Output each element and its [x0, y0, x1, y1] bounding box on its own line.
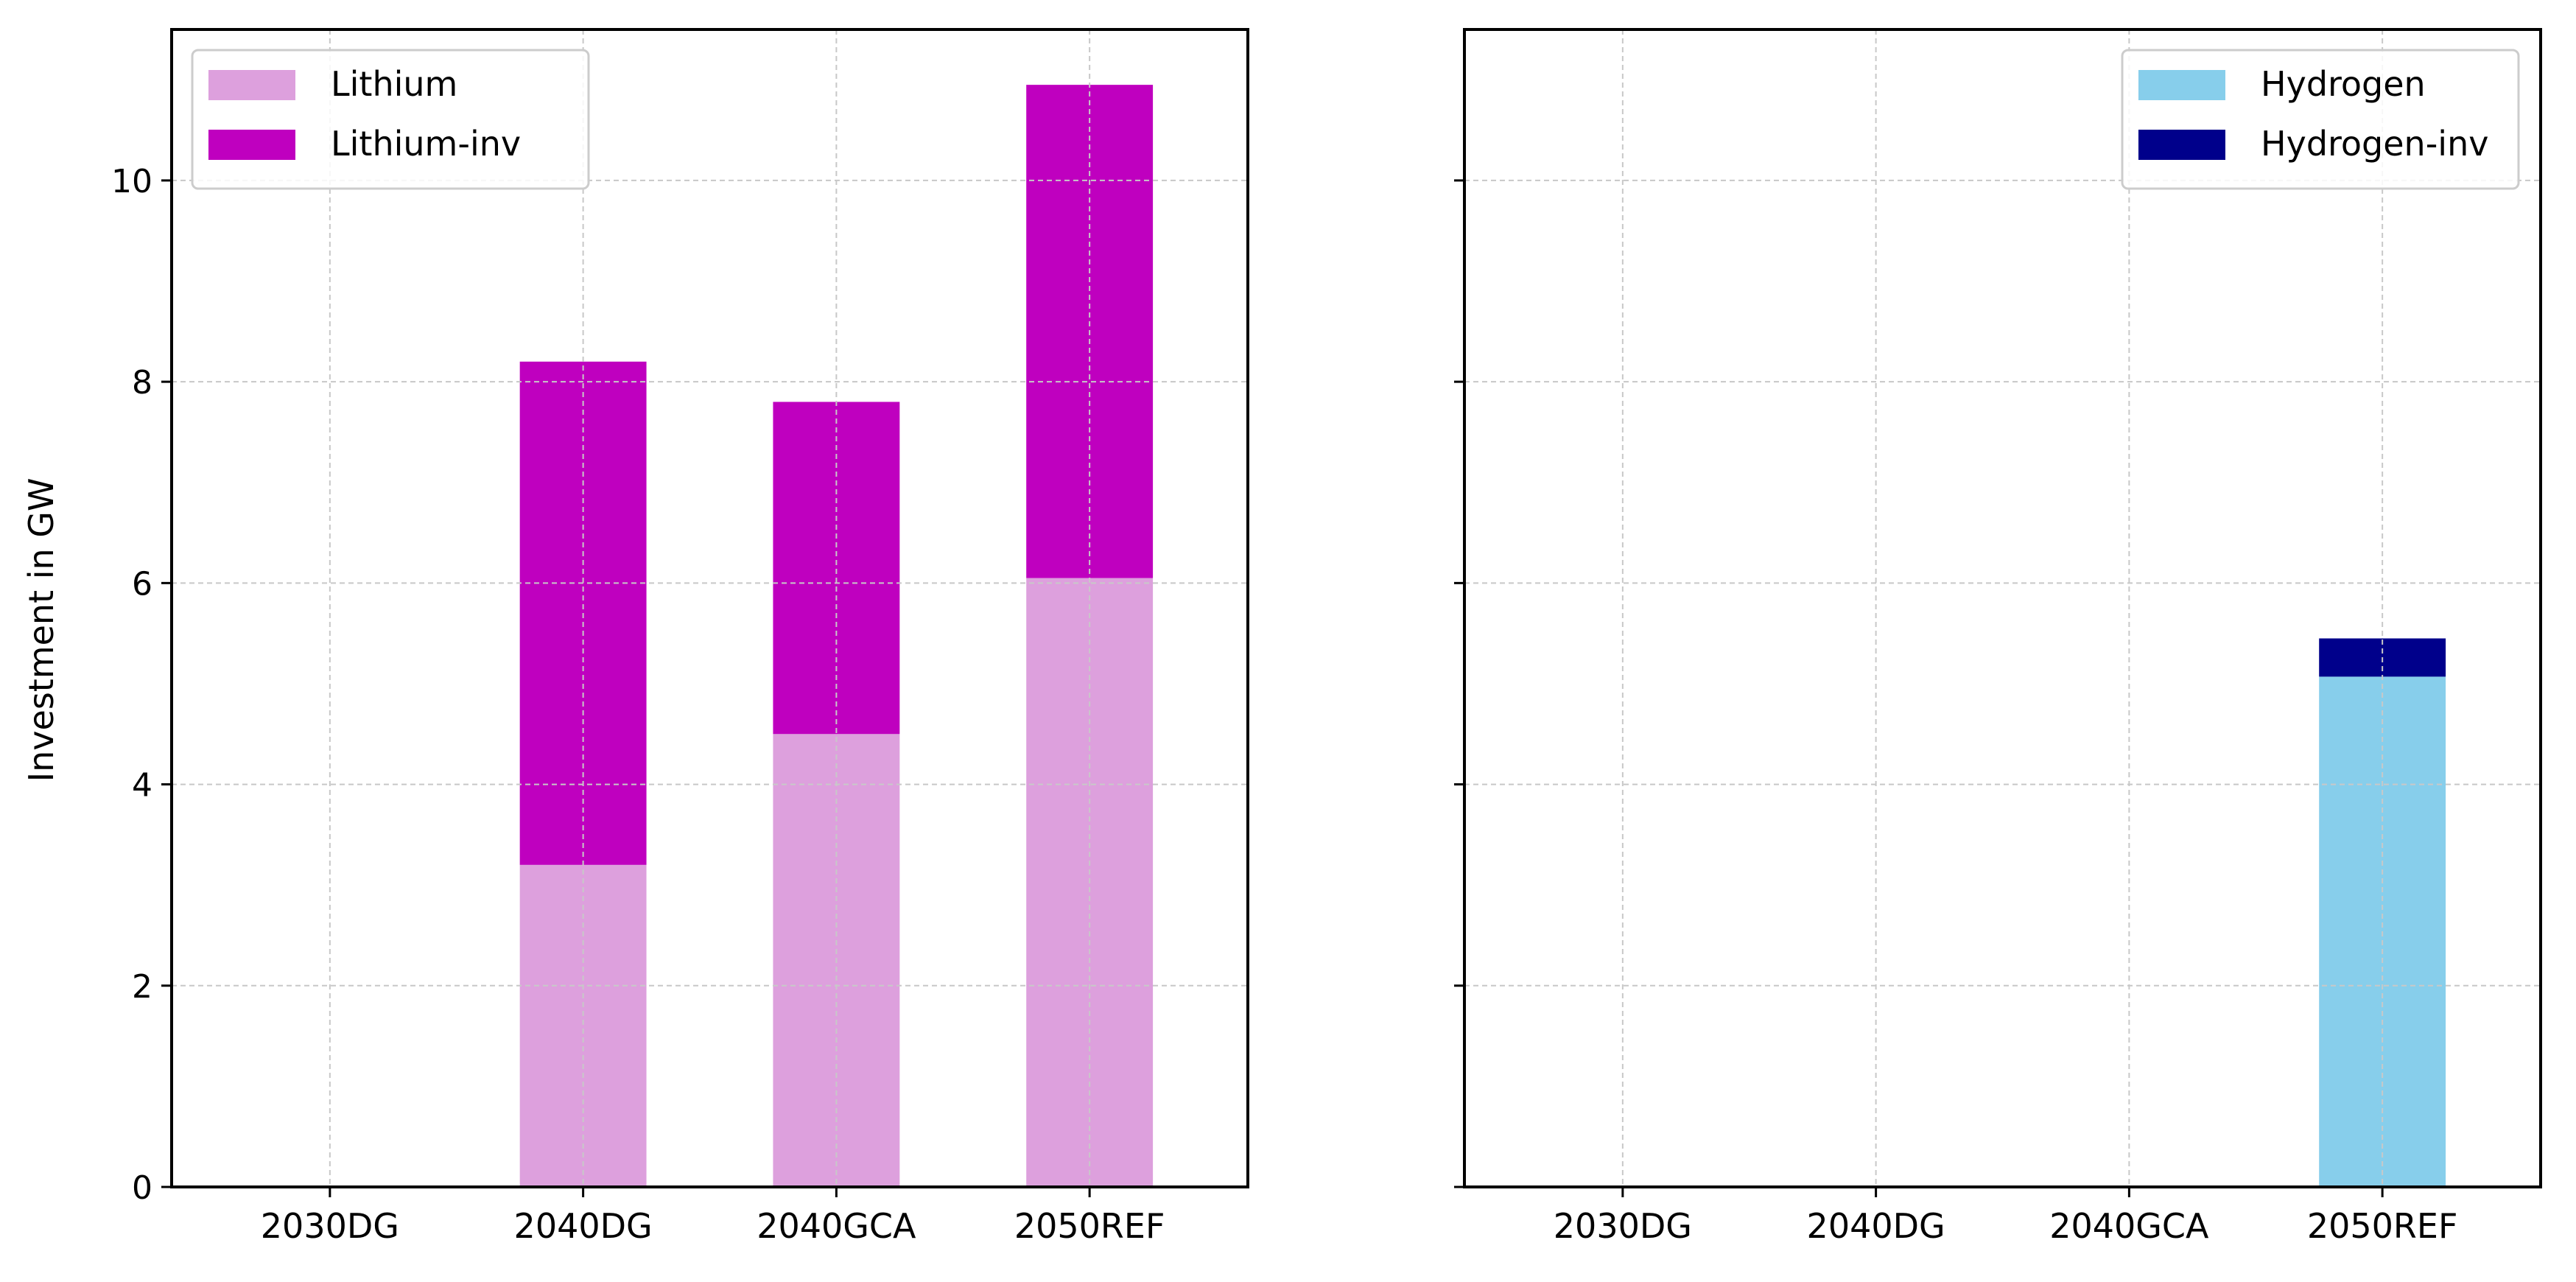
x-tick-label-hydrogen-0: 2030DG	[1554, 1206, 1692, 1246]
legend-swatch-lithium-1	[208, 130, 295, 160]
x-tick-label-lithium-2: 2040GCA	[757, 1206, 916, 1246]
y-tick-label-lithium-4: 8	[132, 364, 152, 402]
x-tick-label-hydrogen-1: 2040DG	[1807, 1206, 1945, 1246]
x-tick-label-lithium-1: 2040DG	[514, 1206, 653, 1246]
y-tick-label-lithium-2: 4	[132, 767, 152, 805]
legend-label-lithium-0: Lithium	[331, 64, 457, 104]
y-tick-label-lithium-0: 0	[132, 1169, 152, 1207]
x-tick-label-hydrogen-3: 2050REF	[2307, 1206, 2458, 1246]
legend-swatch-hydrogen-0	[2138, 70, 2225, 100]
legend-label-lithium-1: Lithium-inv	[331, 124, 521, 164]
plot-frame-lithium	[170, 28, 1249, 1188]
y-tick-label-lithium-3: 6	[132, 565, 152, 603]
chart-panel-hydrogen: 2030DG 2040DG 2040GCA 2050REFHydrogenHydrog…	[1454, 28, 2542, 1246]
legend-label-hydrogen-1: Hydrogen-inv	[2261, 124, 2488, 164]
y-axis-label: Investment in GW	[21, 478, 61, 782]
chart-panel-lithium: 0 2 4 6 8 10 2030DG 2040DG 2040GCA 2050REF Lithium…	[111, 28, 1249, 1246]
legend-lithium: Lithium Lithium-inv	[191, 49, 590, 190]
legend-label-hydrogen-0: Hydrogen	[2261, 64, 2426, 104]
y-tick-label-lithium-1: 2	[132, 968, 152, 1006]
legend-swatch-lithium-0	[208, 70, 295, 100]
legend-swatch-hydrogen-1	[2138, 130, 2225, 160]
legend-hydrogen: Hydrogen Hydrogen-inv	[2121, 49, 2520, 190]
y-tick-label-lithium-5: 10	[111, 163, 152, 200]
x-tick-label-hydrogen-2: 2040GCA	[2049, 1206, 2209, 1246]
x-tick-label-lithium-3: 2050REF	[1014, 1206, 1165, 1246]
x-tick-label-lithium-0: 2030DG	[261, 1206, 399, 1246]
plot-frame-hydrogen	[1463, 28, 2542, 1188]
